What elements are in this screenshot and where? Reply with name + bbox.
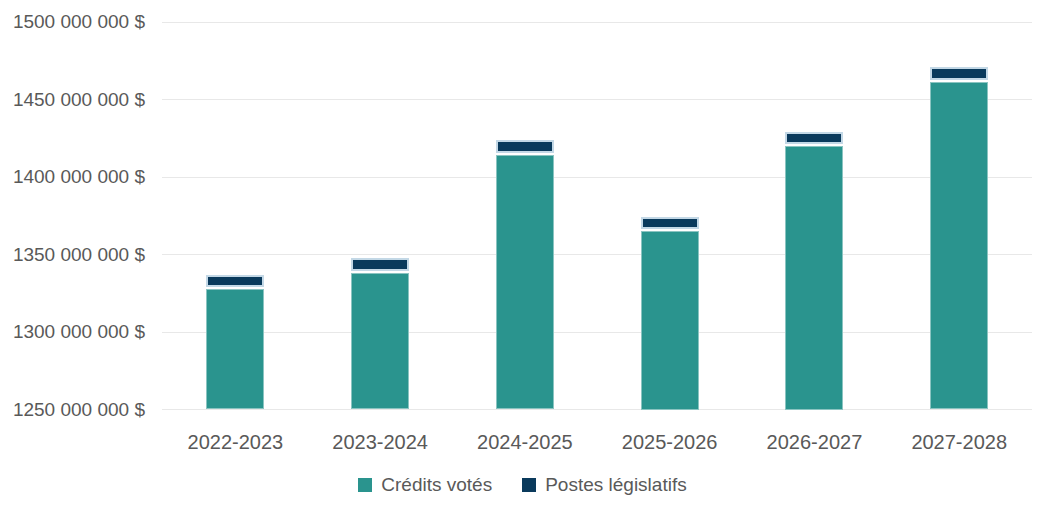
x-axis-tick-label: 2024-2025 — [453, 430, 597, 454]
bar-segment-credits-votes — [785, 146, 843, 410]
legend: Crédits votés Postes législatifs — [0, 471, 1045, 499]
x-axis-tick-label: 2027-2028 — [887, 430, 1031, 454]
y-axis-tick-label: 1350 000 000 $ — [0, 243, 145, 267]
bar-segment-postes-legislatifs — [641, 217, 699, 229]
gridline — [162, 177, 1032, 178]
gridline — [162, 254, 1032, 255]
x-axis-tick-label: 2025-2026 — [598, 430, 742, 454]
x-axis-tick-label: 2023-2024 — [308, 430, 452, 454]
y-axis-tick-label: 1250 000 000 $ — [0, 398, 145, 422]
legend-item-credits-votes: Crédits votés — [358, 474, 492, 496]
gridline — [162, 99, 1032, 100]
bar-segment-postes-legislatifs — [206, 275, 264, 287]
gridline — [162, 22, 1032, 23]
y-axis-tick-label: 1400 000 000 $ — [0, 165, 145, 189]
gridline — [162, 409, 1032, 410]
bar-segment-credits-votes — [206, 289, 264, 410]
y-axis-tick-label: 1500 000 000 $ — [0, 10, 145, 34]
legend-swatch-postes-legislatifs-icon — [522, 478, 536, 492]
bar-segment-postes-legislatifs — [785, 132, 843, 144]
stacked-bar-chart: 1500 000 000 $ 1450 000 000 $ 1400 000 000… — [0, 0, 1045, 512]
legend-swatch-credits-votes-icon — [358, 478, 372, 492]
x-axis-tick-label: 2026-2027 — [742, 430, 886, 454]
y-axis-tick-label: 1450 000 000 $ — [0, 88, 145, 112]
gridline — [162, 332, 1032, 333]
bar-segment-credits-votes — [496, 155, 554, 409]
bar-segment-postes-legislatifs — [496, 140, 554, 154]
x-axis-tick-label: 2022-2023 — [163, 430, 307, 454]
y-axis-tick-label: 1300 000 000 $ — [0, 320, 145, 344]
bar-segment-postes-legislatifs — [930, 67, 988, 81]
bar-segment-postes-legislatifs — [351, 258, 409, 272]
legend-item-postes-legislatifs: Postes législatifs — [522, 474, 687, 496]
bar-segment-credits-votes — [351, 273, 409, 409]
legend-label-credits-votes: Crédits votés — [381, 474, 492, 496]
bar-segment-credits-votes — [930, 82, 988, 409]
bar-segment-credits-votes — [641, 231, 699, 409]
legend-label-postes-legislatifs: Postes législatifs — [545, 474, 687, 496]
